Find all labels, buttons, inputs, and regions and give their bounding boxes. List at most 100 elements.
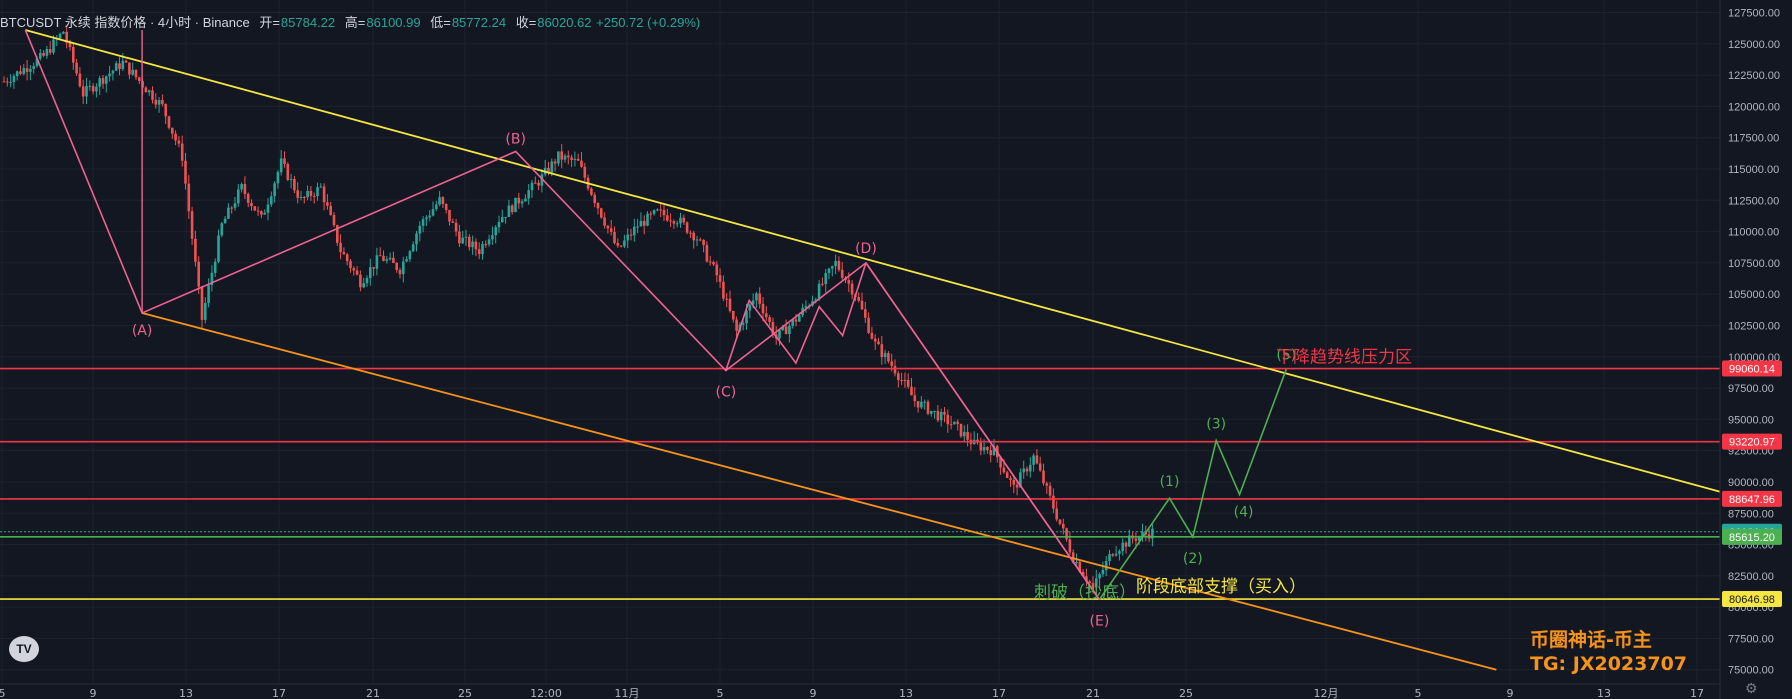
symbol-title[interactable]: BTCUSDT 永续 指数价格 · 4小时 · Binance bbox=[0, 15, 250, 30]
trendlines bbox=[25, 29, 1754, 671]
level-price-tag bbox=[1722, 490, 1782, 507]
price-axis[interactable]: 75000.0077500.0080000.0082500.0085000.00… bbox=[1719, 0, 1792, 699]
high-value: 86100.99 bbox=[366, 15, 421, 30]
candle-body bbox=[362, 283, 365, 288]
candle bbox=[748, 303, 752, 319]
time-tick-label: 13 bbox=[179, 687, 193, 699]
candle bbox=[695, 235, 699, 247]
candle bbox=[118, 57, 121, 76]
candle bbox=[75, 58, 78, 76]
candle-body bbox=[514, 197, 517, 212]
candle bbox=[834, 254, 837, 275]
candle bbox=[880, 336, 884, 365]
candle-body bbox=[570, 157, 573, 160]
candle bbox=[1108, 549, 1111, 566]
candle-body bbox=[9, 81, 12, 83]
candle-body bbox=[765, 313, 768, 318]
candle bbox=[897, 371, 900, 388]
candle-body bbox=[95, 86, 98, 92]
candle-body bbox=[157, 100, 161, 105]
candle-body bbox=[471, 241, 474, 248]
candle bbox=[524, 194, 527, 202]
candle-body bbox=[81, 86, 85, 97]
candle bbox=[131, 62, 134, 76]
candle-body bbox=[418, 225, 422, 234]
candle bbox=[200, 285, 204, 329]
candle bbox=[164, 103, 167, 125]
settings-gear-icon[interactable]: ⚙ bbox=[1745, 680, 1758, 696]
candle-body bbox=[679, 217, 682, 224]
candle-body bbox=[124, 60, 128, 63]
candle bbox=[42, 50, 45, 58]
candle-body bbox=[273, 183, 276, 197]
candle bbox=[1048, 482, 1052, 501]
candle-body bbox=[860, 300, 864, 310]
candle-body bbox=[266, 204, 270, 213]
candle-body bbox=[1098, 574, 1101, 579]
candle bbox=[266, 198, 270, 221]
candle-body bbox=[2, 81, 6, 83]
candle bbox=[1065, 527, 1068, 542]
candle-body bbox=[857, 297, 860, 301]
candle-body bbox=[174, 133, 177, 141]
candle bbox=[441, 196, 445, 208]
candle-body bbox=[164, 103, 167, 117]
candle bbox=[946, 409, 950, 433]
candle-body bbox=[415, 233, 418, 245]
candle bbox=[451, 218, 455, 224]
tradingview-logo-icon[interactable]: TV bbox=[9, 636, 39, 662]
time-tick-label: 13 bbox=[1597, 687, 1611, 699]
candle-body bbox=[32, 66, 35, 69]
candle-body bbox=[435, 204, 438, 210]
annotation-support: 阶段底部支撑（买入） bbox=[1136, 577, 1306, 597]
candle bbox=[705, 241, 709, 263]
candle bbox=[322, 183, 326, 211]
candle-body bbox=[761, 303, 765, 314]
candle bbox=[900, 372, 903, 385]
candle-body bbox=[405, 259, 408, 262]
candle-body bbox=[837, 260, 841, 270]
candle bbox=[679, 212, 682, 228]
candle-body bbox=[246, 193, 250, 203]
candle bbox=[652, 209, 656, 216]
candle-body bbox=[322, 186, 326, 203]
candle-body bbox=[741, 323, 745, 325]
time-axis[interactable]: 5 9 13 17 21 25 12:00 11月 5 9 13 17 21 25 12月 5 9 13 17 bbox=[0, 683, 1720, 699]
candle-body bbox=[260, 211, 263, 215]
candle-body bbox=[893, 365, 897, 374]
candle bbox=[385, 256, 389, 264]
candle-body bbox=[916, 401, 920, 408]
candle-body bbox=[897, 373, 900, 380]
candle bbox=[154, 93, 158, 109]
candle-body bbox=[444, 203, 448, 210]
candle-body bbox=[619, 245, 623, 247]
candle-body bbox=[560, 151, 563, 160]
horizontal-levels bbox=[0, 367, 1720, 600]
candle-body bbox=[1141, 532, 1144, 537]
candle bbox=[134, 69, 138, 80]
candle-body bbox=[827, 268, 831, 274]
candle-body bbox=[365, 277, 369, 284]
candle bbox=[553, 158, 557, 172]
candle bbox=[1058, 519, 1062, 526]
candle-body bbox=[375, 255, 379, 269]
candle-body bbox=[642, 220, 646, 226]
candle bbox=[520, 199, 524, 208]
candle-body bbox=[339, 242, 342, 253]
candle bbox=[197, 256, 200, 294]
candle-body bbox=[461, 237, 464, 244]
candle bbox=[761, 297, 765, 322]
candle bbox=[190, 206, 194, 245]
candle bbox=[936, 405, 940, 423]
candle-body bbox=[956, 421, 959, 424]
candle-body bbox=[1101, 569, 1105, 575]
candle bbox=[332, 211, 336, 228]
open-value: 85784.22 bbox=[280, 15, 336, 30]
candle-body bbox=[207, 285, 210, 303]
candle bbox=[633, 218, 636, 242]
candle-body bbox=[580, 160, 583, 167]
candle-body bbox=[378, 255, 382, 257]
candle-body bbox=[520, 201, 524, 204]
candle bbox=[220, 221, 224, 238]
